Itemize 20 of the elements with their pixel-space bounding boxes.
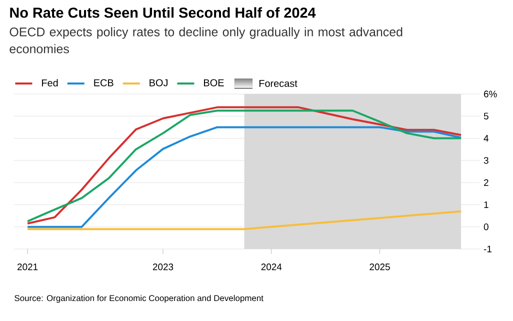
- y-tick-label: 3: [484, 157, 488, 164]
- y-tick-label: 4: [484, 135, 489, 142]
- x-tick-label: 2024: [261, 264, 282, 270]
- x-tick-label: 2023: [152, 264, 174, 270]
- legend-label: Fed: [42, 79, 58, 86]
- chart-title: No Rate Cuts Seen Until Second Half of 2024: [10, 7, 316, 18]
- legend-label: ECB: [94, 79, 114, 86]
- legend-label: BOE: [204, 79, 224, 86]
- source-note: Source: Organization for Economic Cooperation and Development: [14, 294, 264, 303]
- y-tick-label: 5: [484, 112, 488, 120]
- x-tick-label: 2021: [17, 264, 38, 270]
- y-tick-label: 1: [484, 201, 488, 208]
- y-tick-label: -1: [484, 246, 492, 252]
- y-tick-label: 6%: [484, 90, 497, 98]
- y-tick-label: 0: [484, 224, 488, 230]
- x-tick-label: 2025: [370, 264, 390, 270]
- chart-subtitle: OECD expects policy rates to decline only gradually in most advanced economies: [10, 27, 402, 54]
- legend-label: BOJ: [150, 79, 168, 86]
- y-tick-label: 2: [484, 179, 488, 186]
- text: Forecast: [259, 80, 298, 87]
